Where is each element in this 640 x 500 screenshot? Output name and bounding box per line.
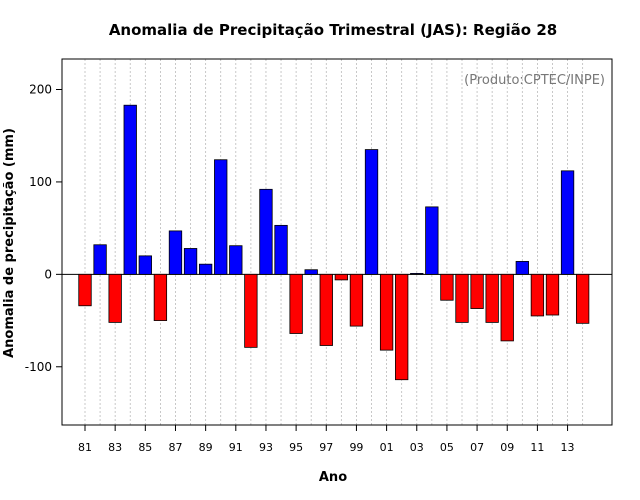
bar-85: [138, 255, 152, 275]
bar-94: [274, 224, 288, 275]
bar-00: [364, 149, 379, 275]
bar-06: [455, 273, 469, 323]
bar-82: [93, 244, 107, 275]
y-tick-label-200: 200: [29, 83, 52, 97]
bar-layer: [78, 104, 590, 381]
x-tick-label-03: 03: [410, 441, 424, 454]
bar-97: [319, 273, 333, 346]
y-tick-label-100: 100: [29, 175, 52, 189]
x-axis: 81 83 85 87 89 91 93 95 97 99 01 03 05 07 09 11 13: [78, 425, 575, 454]
bar-95: [289, 273, 303, 334]
bar-91: [229, 245, 243, 275]
bar-90: [214, 159, 228, 275]
x-tick-label-09: 09: [500, 441, 514, 454]
x-tick-label-81: 81: [78, 441, 92, 454]
bar-05: [440, 273, 454, 301]
bar-04: [425, 206, 439, 275]
x-tick-label-13: 13: [561, 441, 575, 454]
x-tick-label-89: 89: [199, 441, 213, 454]
plot-frame: [61, 58, 613, 426]
x-tick-label-95: 95: [289, 441, 303, 454]
x-tick-label-99: 99: [349, 441, 363, 454]
bar-83: [108, 273, 122, 323]
grid-layer: [84, 59, 584, 425]
bar-88: [183, 248, 198, 275]
x-axis-label: Ano: [319, 470, 347, 485]
x-tick-label-91: 91: [229, 441, 243, 454]
x-tick-label-85: 85: [138, 441, 152, 454]
y-axis: -100 0 100 200: [25, 83, 62, 374]
y-axis-label: Anomalia de precipitação (mm): [2, 128, 17, 358]
y-tick-label-0: 0: [44, 267, 52, 281]
bar-96: [304, 269, 318, 275]
x-tick-label-97: 97: [319, 441, 333, 454]
x-tick-label-05: 05: [440, 441, 454, 454]
x-tick-label-87: 87: [168, 441, 182, 454]
bar-89: [198, 263, 213, 275]
bar-11: [530, 273, 545, 317]
bar-10: [515, 261, 529, 275]
bar-13: [560, 170, 575, 275]
bar-99: [349, 273, 364, 327]
bar-12: [545, 273, 560, 316]
x-tick-label-07: 07: [470, 441, 484, 454]
bar-14: [575, 273, 590, 324]
product-annotation: (Produto:CPTEC/INPE): [464, 73, 605, 88]
bar-93: [259, 188, 273, 275]
bar-02: [395, 273, 409, 381]
bar-08: [485, 273, 499, 323]
bar-07: [470, 273, 484, 309]
chart-title: Anomalia de Precipitação Trimestral (JAS…: [109, 21, 557, 39]
y-tick-label--100: -100: [25, 360, 52, 374]
bar-01: [379, 273, 394, 351]
bar-87: [168, 230, 183, 275]
x-tick-label-01: 01: [380, 441, 394, 454]
bar-84: [123, 104, 137, 275]
x-tick-label-93: 93: [259, 441, 273, 454]
bar-09: [500, 273, 514, 342]
bar-86: [153, 273, 168, 321]
x-tick-label-83: 83: [108, 441, 122, 454]
bar-98: [334, 273, 349, 281]
bar-81: [78, 273, 92, 307]
bar-92: [244, 273, 258, 348]
x-tick-label-11: 11: [530, 441, 544, 454]
bar-03: [410, 273, 424, 275]
